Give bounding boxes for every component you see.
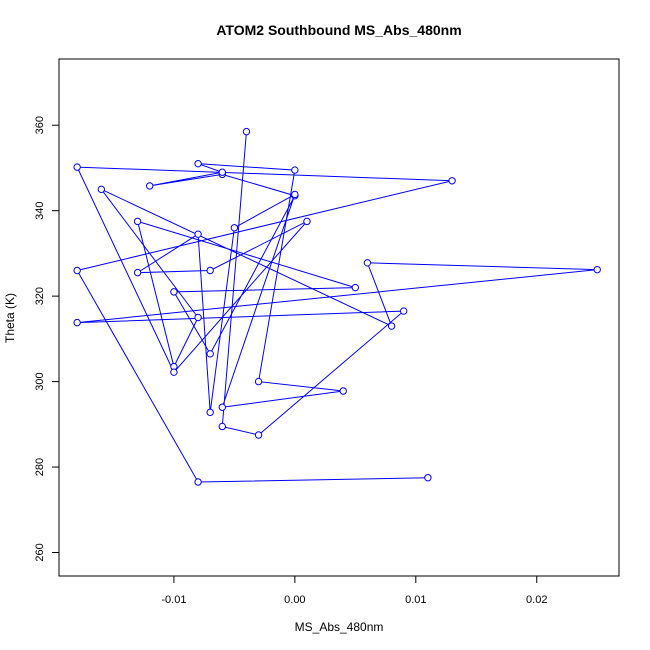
x-axis: -0.01 0.00 0.01 0.02 — [161, 575, 547, 606]
x-tick-label: 0.01 — [405, 594, 426, 606]
data-point — [194, 159, 202, 168]
data-point — [170, 288, 178, 296]
data-point — [206, 350, 214, 358]
data-point — [254, 431, 263, 439]
data-point — [230, 224, 239, 232]
data-point — [146, 182, 154, 190]
y-axis: 260 280 300 320 340 360 — [34, 116, 60, 562]
data-point — [339, 387, 347, 395]
x-tick-label: -0.01 — [161, 594, 186, 606]
data-point — [97, 185, 106, 194]
data-point — [387, 322, 396, 330]
data-point — [254, 377, 263, 386]
data-point — [206, 408, 214, 417]
data-point — [218, 168, 226, 176]
data-point — [218, 422, 226, 431]
series-line — [76, 131, 598, 483]
data-point — [73, 163, 81, 171]
data-point — [194, 478, 202, 486]
data-point — [424, 474, 432, 482]
data-point — [194, 230, 202, 238]
plot-frame — [58, 58, 620, 577]
y-tick-label: 360 — [34, 116, 46, 134]
y-tick-label: 340 — [34, 202, 46, 220]
chart-title: ATOM2 Southbound MS_Abs_480nm — [216, 22, 461, 38]
data-point — [218, 403, 226, 411]
data-point — [73, 318, 81, 327]
data-point — [242, 127, 251, 136]
data-point — [363, 259, 372, 267]
data-point — [351, 283, 360, 292]
x-axis-label: MS_Abs_480nm — [295, 620, 384, 634]
data-point — [133, 268, 142, 277]
x-tick-label: 0.00 — [284, 594, 305, 606]
y-tick-label: 320 — [34, 287, 46, 305]
data-point — [133, 217, 142, 226]
y-tick-label: 280 — [34, 458, 46, 476]
data-point — [194, 313, 202, 322]
data-point — [400, 307, 408, 315]
x-tick-label: 0.02 — [526, 594, 547, 606]
data-point — [170, 368, 178, 376]
data-point — [291, 166, 299, 174]
data-point — [206, 266, 214, 275]
data-point — [291, 190, 299, 199]
data-point — [303, 217, 311, 226]
y-tick-label: 260 — [34, 543, 46, 561]
data-point — [448, 177, 456, 185]
data-point — [593, 265, 601, 274]
data-point — [73, 266, 81, 275]
y-axis-label: Theta (K) — [3, 293, 17, 343]
y-tick-label: 300 — [34, 372, 46, 390]
series-layer — [73, 127, 601, 486]
